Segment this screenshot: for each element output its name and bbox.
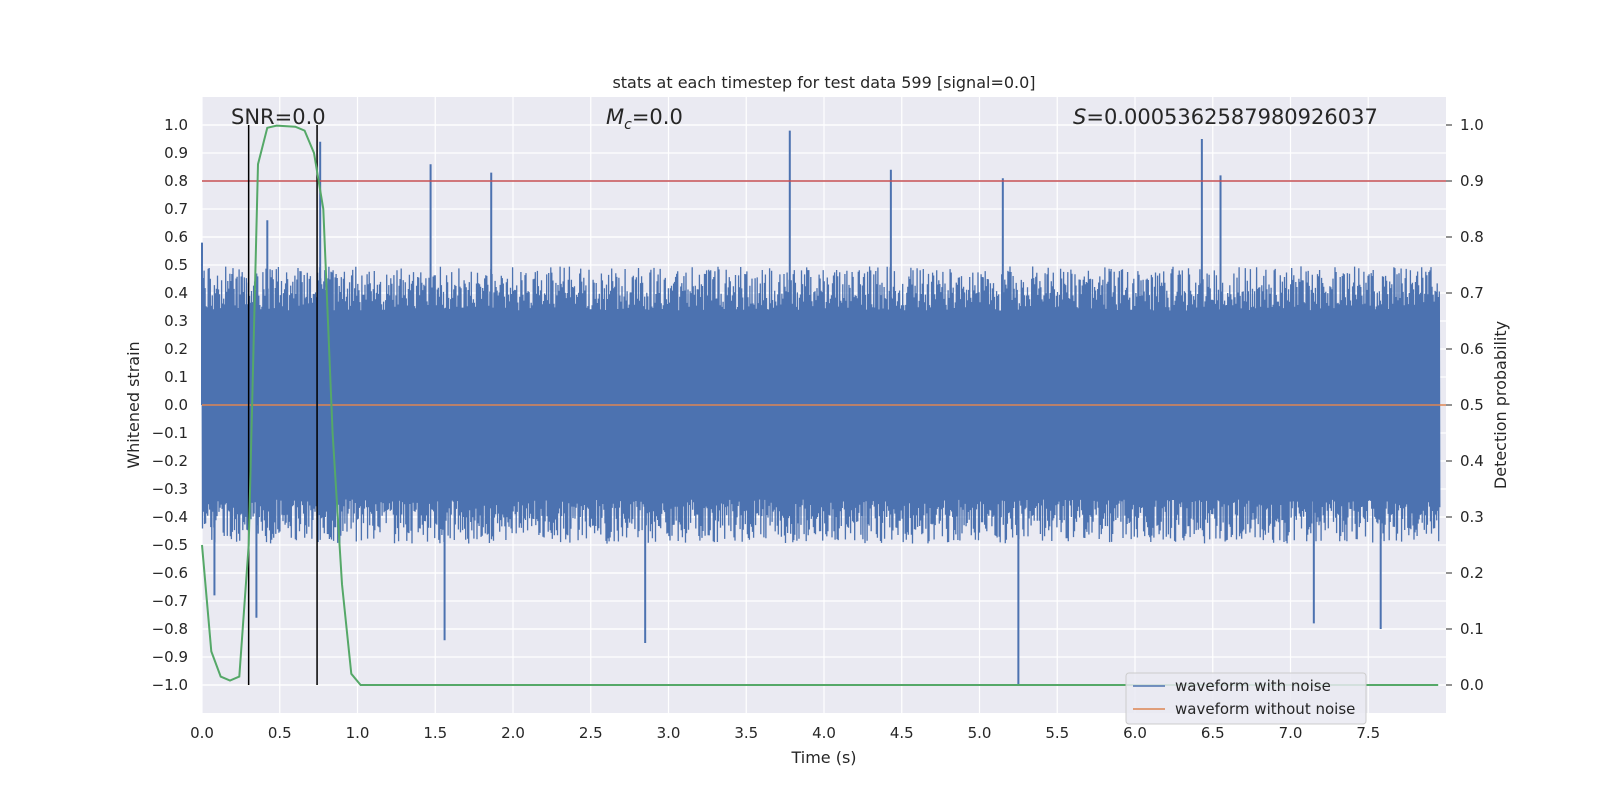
- x-tick-label: 4.5: [890, 724, 914, 742]
- x-axis-label: Time (s): [790, 748, 856, 767]
- y-tick-label: 0.9: [164, 144, 188, 162]
- x-tick-label: 6.0: [1123, 724, 1147, 742]
- annotation-mc-sub: c: [624, 117, 632, 133]
- x-tick-label: 2.5: [579, 724, 603, 742]
- y2-tick-label: 0.8: [1460, 228, 1484, 246]
- y-tick-label: 0.6: [164, 228, 188, 246]
- x-tick-label: 0.0: [190, 724, 214, 742]
- y-tick-label: 0.5: [164, 256, 188, 274]
- x-tick-label: 3.0: [657, 724, 681, 742]
- annotation-mc: Mc=0.0: [606, 105, 683, 133]
- legend-box: [1125, 672, 1367, 725]
- x-tick-label: 7.0: [1279, 724, 1303, 742]
- x-tick-label: 6.5: [1201, 724, 1225, 742]
- x-tick-label: 4.0: [812, 724, 836, 742]
- y2-tick-label: 0.3: [1460, 508, 1484, 526]
- legend: waveform with noise waveform without noi…: [1125, 672, 1367, 725]
- ticks: 0.0 0.5 1.0 1.5 2.0 2.5 3.0 3.5 4.0 4.5 5.0 5.5 6.0 6…: [152, 116, 1484, 742]
- y-tick-label: −0.6: [152, 564, 188, 582]
- y-tick-label: 0.8: [164, 172, 188, 190]
- y-tick-label: 0.0: [164, 396, 188, 414]
- y-tick-label: −0.9: [152, 648, 188, 666]
- legend-label-clean: waveform without noise: [1175, 700, 1355, 718]
- y2-tick-label: 0.7: [1460, 284, 1484, 302]
- series-detection-probability: [201, 124, 1439, 686]
- y-tick-label: 0.7: [164, 200, 188, 218]
- y-tick-label: −0.4: [152, 508, 188, 526]
- x-tick-label: 1.0: [346, 724, 370, 742]
- y-tick-label: −1.0: [152, 676, 188, 694]
- x-tick-label: 0.5: [268, 724, 292, 742]
- y-tick-label: 0.1: [164, 368, 188, 386]
- y2-tick-label: 0.2: [1460, 564, 1484, 582]
- y-tick-label: 0.2: [164, 340, 188, 358]
- y-tick-label: −0.2: [152, 452, 188, 470]
- y2-tick-label: 0.9: [1460, 172, 1484, 190]
- y2-tick-label: 0.1: [1460, 620, 1484, 638]
- annotation-mc-main: M: [606, 105, 624, 129]
- y-tick-label: −0.3: [152, 480, 188, 498]
- y-axis-label: Whitened strain: [124, 341, 143, 468]
- annotation-mc-rest: =0.0: [632, 105, 683, 129]
- y-tick-label: 1.0: [164, 116, 188, 134]
- y2-tick-label: 0.6: [1460, 340, 1484, 358]
- x-tick-label: 3.5: [734, 724, 758, 742]
- y2-axis-label: Detection probability: [1491, 321, 1510, 489]
- y2-tick-label: 0.0: [1460, 676, 1484, 694]
- y2-tick-label: 0.5: [1460, 396, 1484, 414]
- series-layer: [201, 124, 1446, 686]
- x-tick-label: 5.0: [968, 724, 992, 742]
- annotation-s-rest: =0.0005362587980926037: [1086, 105, 1378, 129]
- y-tick-label: −0.5: [152, 536, 188, 554]
- x-tick-label: 5.5: [1045, 724, 1069, 742]
- y-tick-label: −0.1: [152, 424, 188, 442]
- annotation-snr: SNR=0.0: [231, 105, 326, 129]
- series-waveform-with-noise: [201, 266, 1441, 544]
- y-tick-label: 0.3: [164, 312, 188, 330]
- y2-tick-label: 0.4: [1460, 452, 1484, 470]
- y2-tick-label: 1.0: [1460, 116, 1484, 134]
- y-tick-label: −0.8: [152, 620, 188, 638]
- x-tick-label: 2.0: [501, 724, 525, 742]
- x-tick-label: 7.5: [1356, 724, 1380, 742]
- y-tick-label: 0.4: [164, 284, 188, 302]
- x-tick-label: 1.5: [423, 724, 447, 742]
- y-tick-label: −0.7: [152, 592, 188, 610]
- legend-label-noise: waveform with noise: [1175, 677, 1331, 695]
- annotation-s: S=0.0005362587980926037: [1073, 105, 1378, 129]
- annotation-s-main: S: [1073, 105, 1086, 129]
- chart-title: stats at each timestep for test data 599…: [612, 73, 1035, 92]
